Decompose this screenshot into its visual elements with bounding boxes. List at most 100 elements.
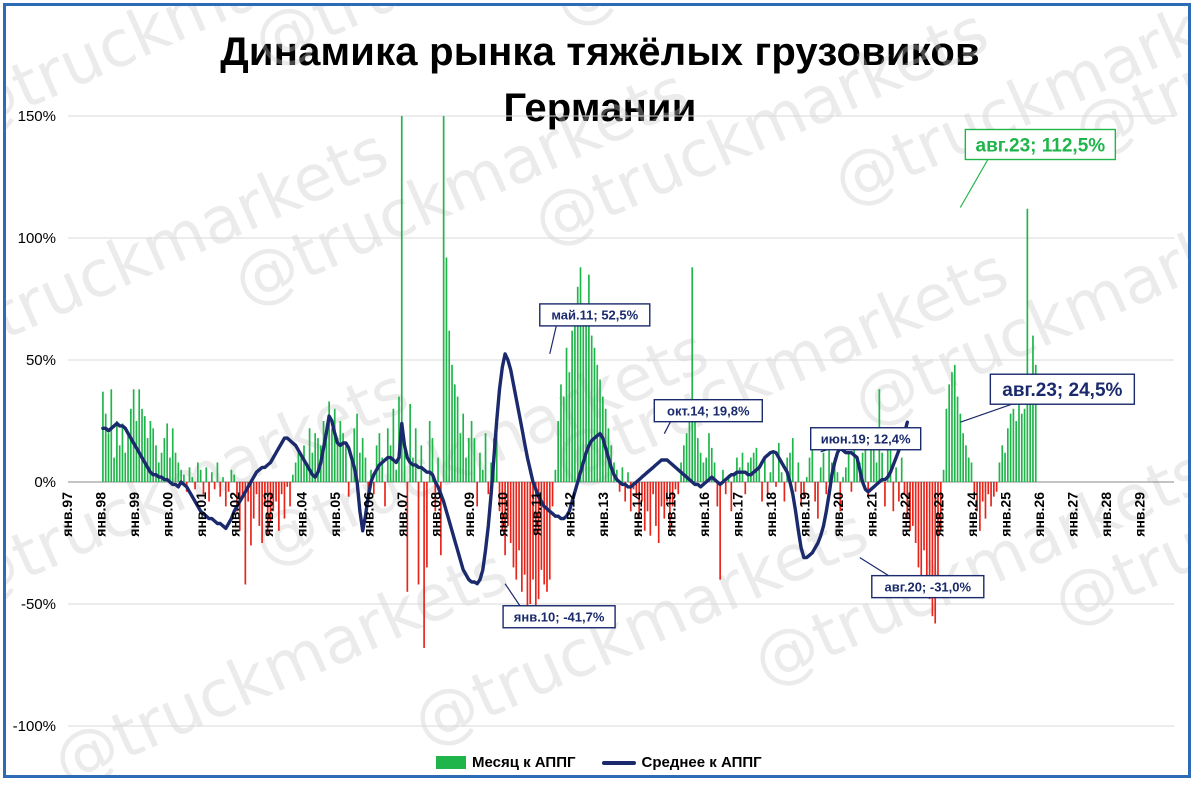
bar <box>951 372 953 482</box>
bar <box>534 482 537 629</box>
bar <box>892 482 895 512</box>
bar <box>900 457 903 482</box>
bar <box>252 482 255 519</box>
bar <box>699 452 702 482</box>
x-tick-label: янв.11 <box>528 492 544 536</box>
bar <box>758 467 761 482</box>
bar <box>1020 413 1023 482</box>
legend: Месяц к АППГ Среднее к АППГ <box>436 754 762 771</box>
bar <box>719 482 721 580</box>
bar <box>280 482 283 495</box>
annotation: авг.23; 112,5% <box>959 128 1117 208</box>
bar <box>110 389 113 482</box>
bar <box>663 482 666 519</box>
bar <box>548 482 551 580</box>
bar <box>197 462 199 482</box>
x-tick-label: янв.19 <box>796 492 812 537</box>
x-tick-label: янв.97 <box>59 492 75 537</box>
bar <box>445 257 448 482</box>
bar <box>537 482 540 600</box>
bar <box>473 438 476 482</box>
bar <box>166 423 168 482</box>
bar <box>127 433 129 482</box>
bar <box>118 445 121 482</box>
bar <box>557 421 559 482</box>
bar <box>512 482 515 568</box>
bar <box>621 467 624 482</box>
bar <box>370 469 372 482</box>
bar <box>579 267 582 482</box>
bar <box>666 482 668 502</box>
bar <box>744 482 747 495</box>
bar <box>132 389 135 482</box>
bar <box>741 452 744 482</box>
bar <box>914 482 917 543</box>
bar <box>638 482 640 519</box>
bar <box>766 482 769 495</box>
bar <box>694 421 696 482</box>
bar <box>811 442 814 482</box>
bar <box>777 442 780 482</box>
bar <box>1026 208 1029 482</box>
bar <box>1015 421 1018 482</box>
bar <box>895 467 897 482</box>
bar <box>928 482 931 600</box>
annotation-box <box>539 303 651 327</box>
bar <box>406 482 409 592</box>
chart-frame: Динамика рынка тяжёлых грузовиков Герман… <box>3 3 1191 778</box>
bar <box>716 482 719 507</box>
bar <box>814 482 816 502</box>
bar <box>585 323 587 482</box>
legend-item-average: Среднее к АППГ <box>601 754 762 771</box>
bar <box>476 482 479 507</box>
bar <box>448 330 451 482</box>
x-tick-label: янв.27 <box>1064 492 1080 537</box>
bar <box>356 413 358 482</box>
bar <box>210 472 213 482</box>
bar <box>1006 428 1009 482</box>
x-tick-label: янв.28 <box>1098 492 1114 537</box>
bar <box>529 482 532 604</box>
bar <box>1001 445 1004 482</box>
bar <box>283 482 286 519</box>
x-tick-label: янв.18 <box>763 492 779 537</box>
bar <box>939 482 942 531</box>
bar <box>990 482 992 507</box>
bar <box>216 462 219 482</box>
bar <box>230 469 233 482</box>
annotation: окт.14; 19,8% <box>653 398 763 434</box>
bar <box>953 364 956 482</box>
bar <box>227 482 230 492</box>
bar <box>772 452 775 482</box>
bar <box>236 482 238 512</box>
bar <box>350 457 353 482</box>
bar <box>199 469 202 482</box>
bar <box>995 482 998 492</box>
bar <box>696 438 699 482</box>
bar <box>124 452 127 482</box>
bar <box>582 306 585 482</box>
annotation-box <box>964 128 1117 161</box>
bar <box>984 482 987 519</box>
bar <box>289 482 291 507</box>
bar <box>264 482 266 507</box>
bar <box>937 482 939 580</box>
annotation-box <box>502 605 616 629</box>
bar <box>872 433 875 482</box>
bar <box>677 482 680 495</box>
bar <box>171 428 174 482</box>
x-tick-label: янв.01 <box>193 492 209 537</box>
bar <box>269 482 272 522</box>
bar <box>442 116 445 482</box>
chart-title-line-2: Германии <box>503 86 697 130</box>
bar <box>440 482 442 556</box>
bar <box>224 482 227 507</box>
bar <box>479 452 481 482</box>
bar <box>847 452 850 482</box>
bar <box>138 389 141 482</box>
bar <box>180 469 182 482</box>
bar <box>844 467 847 482</box>
bar <box>554 469 557 482</box>
x-tick-label: янв.04 <box>294 492 310 537</box>
legend-label-monthly: Месяц к АППГ <box>472 754 576 771</box>
